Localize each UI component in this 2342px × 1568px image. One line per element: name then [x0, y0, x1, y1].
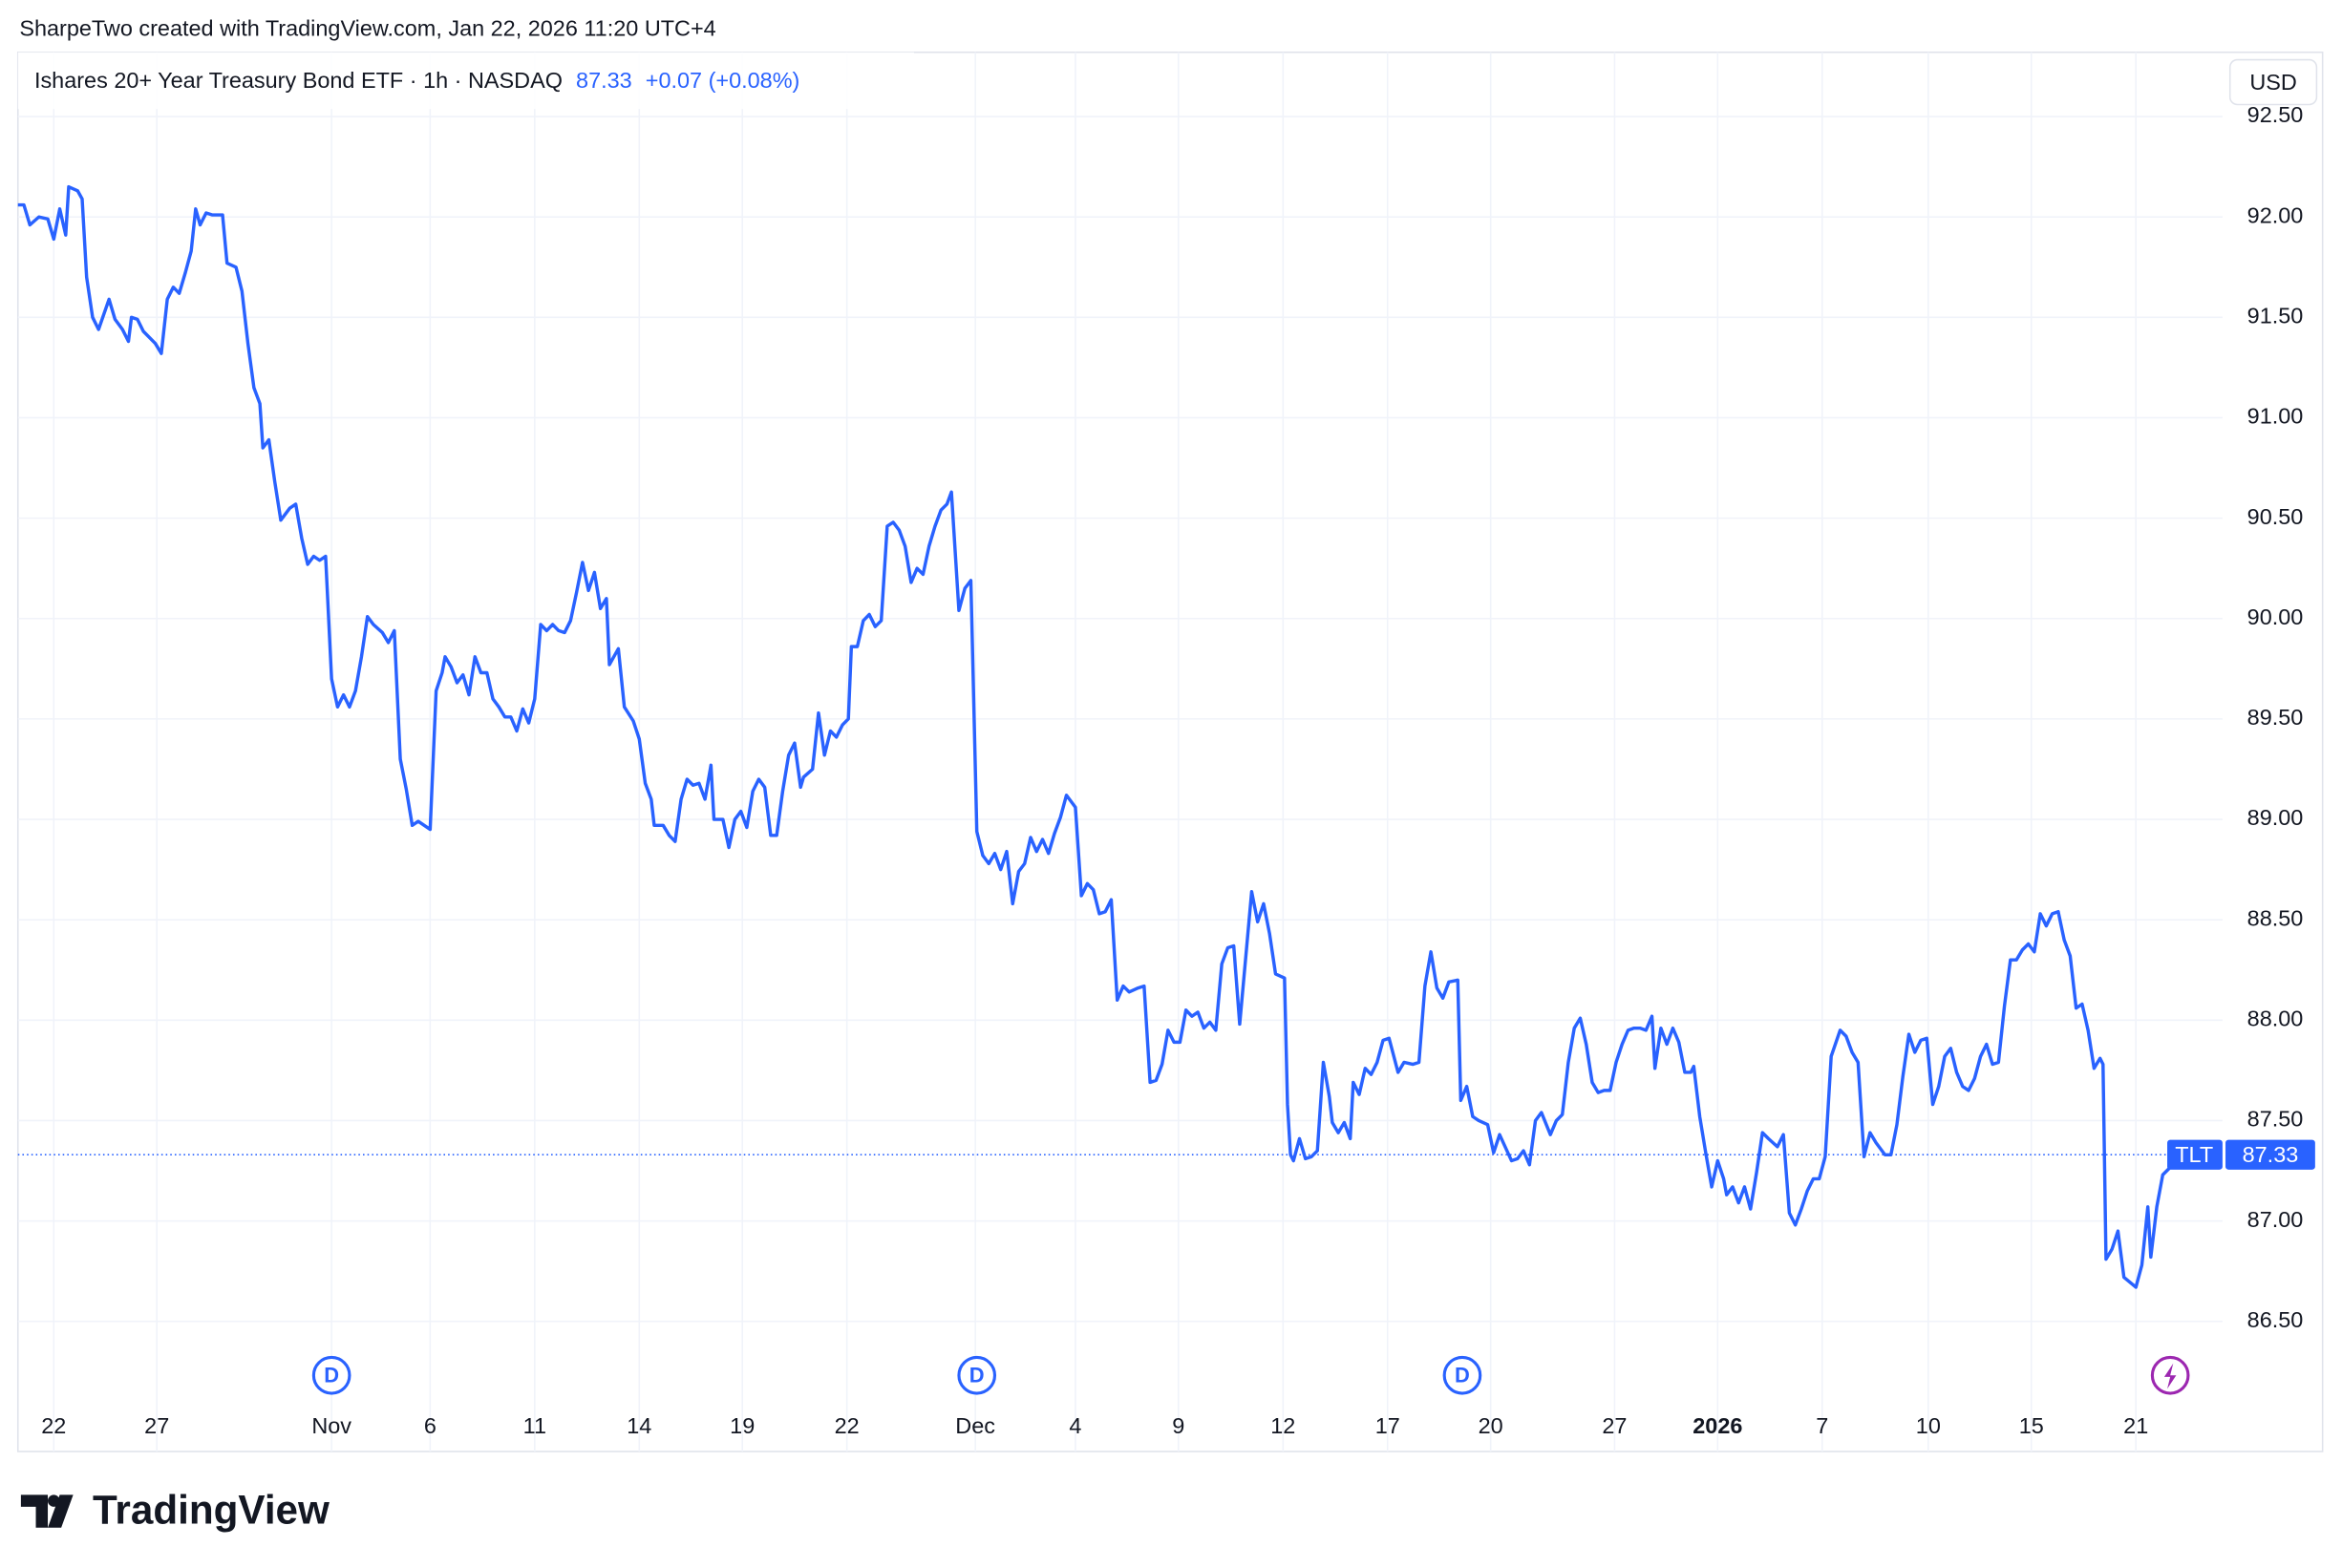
y-tick-label: 88.00: [2247, 1006, 2304, 1031]
x-tick-label: 10: [1916, 1413, 1941, 1438]
dividend-label: D: [969, 1364, 985, 1388]
logo-dot: [48, 1494, 60, 1507]
y-tick-label: 89.00: [2247, 805, 2304, 830]
x-tick-label: 21: [2123, 1413, 2148, 1438]
price-line: [17, 184, 2180, 1289]
x-tick-label: 12: [1270, 1413, 1295, 1438]
logo-icon: [20, 1494, 74, 1528]
y-tick-label: 89.50: [2247, 705, 2304, 730]
symbol-label: TLT: [2175, 1142, 2213, 1167]
y-tick-label: 87.00: [2247, 1207, 2304, 1232]
y-tick-label: 91.00: [2247, 404, 2304, 429]
dividend-marker[interactable]: [1442, 1355, 1482, 1395]
chart-frame: [16, 51, 2324, 1452]
y-tick-label: 90.00: [2247, 604, 2304, 629]
x-tick-label: 15: [2019, 1413, 2044, 1438]
y-tick-label: 92.50: [2247, 102, 2304, 127]
x-tick-label: 11: [523, 1413, 546, 1438]
chart-title: Ishares 20+ Year Treasury Bond ETF · 1h …: [34, 68, 563, 93]
last-price-label: 87.33: [2243, 1142, 2299, 1167]
y-tick-label: 91.50: [2247, 304, 2304, 328]
x-tick-label: 9: [1172, 1413, 1184, 1438]
x-tick-label: Nov: [311, 1413, 351, 1438]
x-tick-label: 22: [41, 1413, 66, 1438]
x-tick-label: 14: [627, 1413, 651, 1438]
x-tick-label: 27: [144, 1413, 169, 1438]
y-tick-label: 92.00: [2247, 202, 2304, 227]
logo-text: TradingView: [93, 1487, 330, 1532]
y-tick-label: 86.50: [2247, 1307, 2304, 1332]
x-tick-label: 6: [424, 1413, 436, 1438]
x-tick-label: 20: [1479, 1413, 1503, 1438]
x-tick-label: 22: [835, 1413, 860, 1438]
y-tick-label: 87.50: [2247, 1107, 2304, 1132]
x-tick-label: 17: [1375, 1413, 1400, 1438]
dividend-label: D: [1455, 1364, 1470, 1388]
x-tick-label: 2026: [1693, 1413, 1742, 1438]
x-tick-label: 27: [1602, 1413, 1627, 1438]
dividend-marker[interactable]: [957, 1355, 997, 1395]
legend-bg: [17, 52, 915, 110]
dividend-marker[interactable]: [311, 1355, 351, 1395]
header-change: +0.07 (+0.08%): [646, 68, 800, 93]
currency[interactable]: USD: [2249, 70, 2296, 95]
x-tick-label: Dec: [955, 1413, 995, 1438]
header-price: 87.33: [576, 68, 632, 93]
grid: [17, 52, 2223, 1452]
x-tick-label: 19: [730, 1413, 755, 1438]
y-tick-label: 88.50: [2247, 905, 2304, 930]
logo: [20, 1494, 74, 1528]
dividend-label: D: [324, 1364, 339, 1388]
currency-button[interactable]: [2228, 58, 2318, 106]
credit: SharpeTwo created with TradingView.com, …: [19, 15, 715, 40]
y-tick-label: 90.50: [2247, 504, 2304, 529]
x-tick-label: 7: [1816, 1413, 1828, 1438]
plot: [17, 184, 2223, 1289]
event-icon: [2163, 1363, 2177, 1389]
symbol-badge: [2167, 1139, 2223, 1170]
last-price-badge: [2225, 1139, 2315, 1170]
x-tick-label: 4: [1069, 1413, 1081, 1438]
